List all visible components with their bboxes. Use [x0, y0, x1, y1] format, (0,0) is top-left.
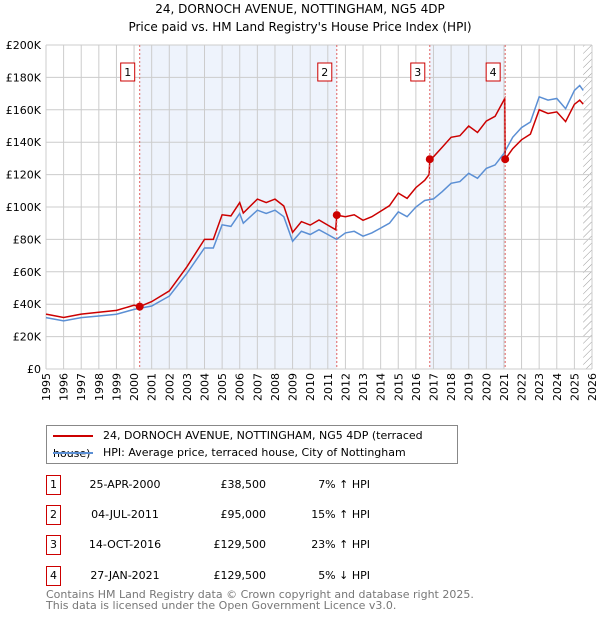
transaction-price: £129,500 — [213, 538, 267, 551]
sale-point — [135, 302, 144, 311]
transaction-row: 2 04-JUL-2011 £95,000 15% ↑ HPI — [0, 505, 600, 525]
x-tick-label: 2010 — [304, 373, 317, 401]
x-tick-label: 1997 — [75, 373, 88, 401]
legend-label: HPI: Average price, terraced house, City… — [103, 446, 406, 459]
x-tick-label: 2017 — [427, 373, 440, 401]
x-tick-label: 2002 — [163, 373, 176, 401]
sale-label-box — [317, 62, 333, 82]
transaction-hpi-diff: 23% ↑ HPI — [311, 538, 370, 551]
sale-point — [501, 155, 510, 164]
transaction-number-badge: 3 — [46, 535, 61, 555]
footer: Contains HM Land Registry data © Crown c… — [46, 589, 474, 611]
x-tick-label: 2008 — [269, 373, 282, 401]
transaction-date: 14-OCT-2016 — [88, 538, 162, 551]
transaction-hpi-diff: 15% ↑ HPI — [311, 508, 370, 521]
x-tick-label: 2009 — [287, 373, 300, 401]
x-tick-label: 2025 — [568, 373, 581, 401]
x-tick-label: 1998 — [93, 373, 106, 401]
x-tick-label: 2007 — [251, 373, 264, 401]
y-tick-label: £0 — [27, 363, 41, 376]
y-tick-label: £180K — [6, 71, 42, 84]
y-tick-label: £120K — [6, 169, 42, 182]
chart-title: 24, DORNOCH AVENUE, NOTTINGHAM, NG5 4DP — [155, 2, 445, 16]
sale-label: 2 — [321, 66, 328, 79]
x-tick-label: 1995 — [40, 373, 53, 401]
x-tick-label: 2015 — [392, 373, 405, 401]
chart-legend: 24, DORNOCH AVENUE, NOTTINGHAM, NG5 4DP … — [46, 425, 458, 464]
transaction-date: 27-JAN-2021 — [90, 569, 160, 582]
sale-label-box — [120, 62, 136, 82]
sale-label: 4 — [490, 66, 497, 79]
y-tick-label: £80K — [13, 233, 42, 246]
x-tick-label: 2014 — [375, 373, 388, 401]
chart-subtitle: Price paid vs. HM Land Registry's House … — [128, 20, 471, 34]
y-tick-label: £40K — [13, 298, 42, 311]
x-tick-label: 2021 — [498, 373, 511, 401]
x-tick-label: 2024 — [551, 373, 564, 401]
sale-label-box — [410, 62, 426, 82]
x-tick-label: 2023 — [533, 373, 546, 401]
y-tick-label: £100K — [6, 201, 42, 214]
x-tick-label: 2005 — [216, 373, 229, 401]
y-tick-label: £140K — [6, 136, 42, 149]
x-tick-label: 2018 — [445, 373, 458, 401]
y-tick-label: £200K — [6, 39, 42, 52]
hpi-line — [45, 84, 584, 322]
price-chart: 24, DORNOCH AVENUE, NOTTINGHAM, NG5 4DP … — [6, 2, 599, 401]
x-tick-label: 2000 — [128, 373, 141, 401]
legend-swatch-red — [53, 435, 93, 437]
x-tick-label: 2013 — [357, 373, 370, 401]
transaction-number-badge: 2 — [46, 505, 61, 525]
transaction-number-badge: 1 — [46, 475, 61, 495]
transaction-hpi-diff: 5% ↓ HPI — [318, 569, 370, 582]
x-tick-label: 1996 — [58, 373, 71, 401]
x-tick-label: 2003 — [181, 373, 194, 401]
x-tick-label: 2022 — [516, 373, 529, 401]
y-tick-label: £160K — [6, 104, 42, 117]
x-tick-label: 2020 — [480, 373, 493, 401]
footer-licence: This data is licensed under the Open Gov… — [46, 599, 397, 612]
x-tick-label: 1999 — [110, 373, 123, 401]
legend-item-hpi: HPI: Average price, terraced house, City… — [53, 444, 406, 462]
x-tick-label: 2016 — [410, 373, 423, 401]
transaction-row: 4 27-JAN-2021 £129,500 5% ↓ HPI — [0, 566, 600, 586]
x-tick-label: 2026 — [586, 373, 599, 401]
transaction-price: £38,500 — [220, 478, 267, 491]
transaction-row: 3 14-OCT-2016 £129,500 23% ↑ HPI — [0, 535, 600, 555]
sale-point — [332, 211, 341, 220]
sale-label: 1 — [124, 66, 131, 79]
transaction-date: 04-JUL-2011 — [91, 508, 159, 521]
transaction-date: 25-APR-2000 — [89, 478, 161, 491]
legend-item-property: 24, DORNOCH AVENUE, NOTTINGHAM, NG5 4DP … — [53, 427, 457, 460]
legend-swatch-blue — [53, 452, 93, 454]
transaction-price: £95,000 — [220, 508, 267, 521]
transaction-hpi-diff: 7% ↑ HPI — [318, 478, 370, 491]
y-tick-label: £60K — [13, 266, 42, 279]
transaction-row: 1 25-APR-2000 £38,500 7% ↑ HPI — [0, 475, 600, 495]
sale-label: 3 — [414, 66, 421, 79]
sale-point — [425, 155, 434, 164]
transaction-price: £129,500 — [213, 569, 267, 582]
x-tick-label: 2012 — [339, 373, 352, 401]
x-tick-label: 2004 — [199, 373, 212, 401]
x-tick-label: 2019 — [463, 373, 476, 401]
x-tick-label: 2011 — [322, 373, 335, 401]
footer-copyright: Contains HM Land Registry data © Crown c… — [46, 588, 474, 601]
x-tick-label: 2001 — [146, 373, 159, 401]
sale-label-box — [485, 62, 501, 82]
y-tick-label: £20K — [13, 331, 42, 344]
transaction-number-badge: 4 — [46, 566, 61, 586]
x-tick-label: 2006 — [234, 373, 247, 401]
